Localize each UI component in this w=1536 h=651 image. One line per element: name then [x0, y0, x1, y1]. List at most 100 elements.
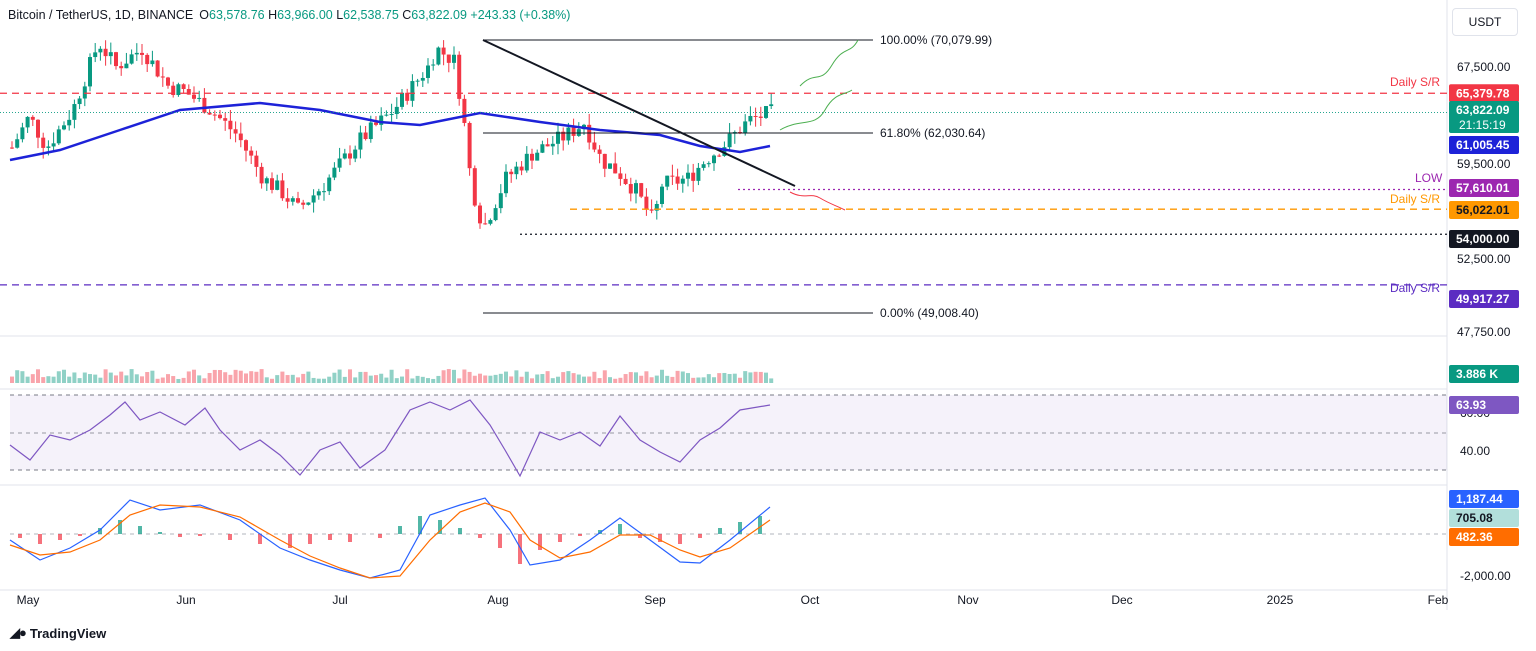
candle-body-16 — [93, 52, 98, 58]
candle-body-132 — [696, 167, 701, 181]
candle-body-13 — [77, 98, 82, 105]
volume-bar-20 — [114, 375, 118, 383]
candle-body-35 — [192, 94, 196, 99]
volume-bar-4 — [30, 374, 35, 383]
candle-body-102 — [540, 144, 545, 153]
candle-body-78 — [415, 80, 420, 82]
macd-hist-label-bg — [1449, 509, 1519, 527]
macd-hist-24 — [538, 534, 542, 550]
candle-body-5 — [36, 119, 40, 138]
candle-body-88 — [467, 122, 472, 169]
candle-body-53 — [285, 198, 290, 202]
x-tick-4: Sep — [644, 593, 666, 607]
volume-bar-98 — [519, 376, 524, 383]
candle-body-137 — [722, 147, 727, 156]
candle-body-143 — [753, 115, 758, 117]
candle-body-133 — [701, 164, 706, 168]
x-tick-3: Aug — [487, 593, 508, 607]
candle-body-17 — [98, 48, 103, 53]
candle-body-2 — [20, 127, 25, 140]
volume-bar-24 — [134, 374, 139, 383]
volume-bar-87 — [462, 369, 467, 383]
candle-body-3 — [25, 116, 30, 128]
candle-body-75 — [400, 92, 404, 107]
volume-bar-25 — [140, 376, 144, 383]
volume-bar-34 — [186, 371, 191, 383]
volume-bar-21 — [119, 371, 124, 383]
candle-body-1 — [15, 139, 20, 148]
volume-bar-0 — [10, 376, 14, 383]
candle-body-95 — [504, 171, 508, 194]
volume-label-bg — [1449, 365, 1519, 383]
tradingview-logo[interactable]: ◢● TradingView — [10, 625, 106, 641]
macd-hist-12 — [288, 534, 292, 548]
volume-bar-57 — [306, 371, 311, 383]
y-tick-0: 67,500.00 — [1457, 60, 1511, 74]
candle-body-12 — [72, 104, 77, 120]
macd-hist-2 — [58, 534, 62, 540]
volume-bar-86 — [457, 378, 462, 383]
candle-body-99 — [524, 153, 529, 171]
volume-bar-113 — [597, 378, 602, 383]
volume-bar-75 — [400, 376, 404, 383]
sr-high-price-label-bg — [1449, 84, 1519, 103]
last-price-bg — [1449, 101, 1519, 133]
volume-bar-143 — [753, 371, 758, 383]
candle-body-120 — [634, 183, 638, 194]
volume-bar-29 — [160, 377, 165, 383]
candle-body-64 — [342, 153, 347, 159]
volume-bar-92 — [488, 375, 493, 383]
volume-bar-96 — [509, 376, 514, 383]
candle-body-31 — [171, 85, 176, 96]
candle-body-68 — [363, 132, 368, 140]
signal-value-label: 482.36 — [1456, 530, 1493, 544]
symbol-name[interactable]: Bitcoin / TetherUS, 1D, BINANCE — [8, 8, 194, 22]
sma-price-label: 61,005.45 — [1456, 138, 1510, 152]
macd-value-label-bg — [1449, 490, 1519, 508]
rsi-value-label-bg — [1449, 396, 1519, 414]
candle-body-49 — [264, 178, 269, 184]
macd-hist-28 — [618, 524, 622, 534]
volume-bar-136 — [717, 373, 722, 383]
volume-bar-71 — [379, 373, 384, 383]
volume-bar-32 — [176, 378, 181, 383]
macd-hist-26 — [578, 534, 582, 536]
volume-bar-131 — [691, 377, 696, 383]
candle-body-7 — [46, 146, 51, 148]
macd-hist-5 — [118, 520, 122, 534]
candle-body-46 — [249, 150, 254, 156]
volume-bar-134 — [706, 374, 711, 383]
low-price-label: 57,610.01 — [1456, 181, 1510, 195]
candle-body-10 — [62, 125, 66, 130]
candle-body-15 — [88, 57, 92, 87]
candle-body-25 — [140, 52, 144, 55]
macd-hist-17 — [398, 526, 402, 534]
volume-bar-115 — [608, 377, 612, 383]
volume-bar-146 — [769, 378, 774, 383]
candle-body-81 — [431, 64, 436, 66]
x-tick-6: Nov — [957, 593, 978, 607]
volume-bar-90 — [478, 373, 482, 383]
volume-bar-36 — [197, 375, 202, 383]
candle-body-80 — [426, 65, 430, 78]
volume-bar-94 — [498, 373, 503, 383]
candle-body-72 — [384, 114, 389, 116]
volume-bar-77 — [410, 378, 415, 383]
macd-hist-label: 705.08 — [1456, 511, 1493, 525]
volume-bar-43 — [233, 369, 238, 383]
support-price-label-bg — [1449, 230, 1519, 248]
candle-body-116 — [613, 163, 618, 174]
volume-bar-106 — [561, 372, 566, 383]
volume-bar-133 — [701, 377, 706, 383]
y-tick-1: 59,500.00 — [1457, 157, 1511, 171]
candle-body-24 — [134, 52, 139, 55]
volume-bar-88 — [467, 371, 472, 383]
currency-button[interactable]: USDT — [1452, 8, 1518, 36]
volume-bar-64 — [342, 376, 347, 383]
change-value: +243.33 (+0.38%) — [470, 8, 571, 22]
candle-body-118 — [623, 178, 628, 185]
macd-hist-34 — [738, 522, 742, 534]
candle-body-30 — [166, 77, 170, 86]
candle-body-105 — [556, 131, 560, 144]
